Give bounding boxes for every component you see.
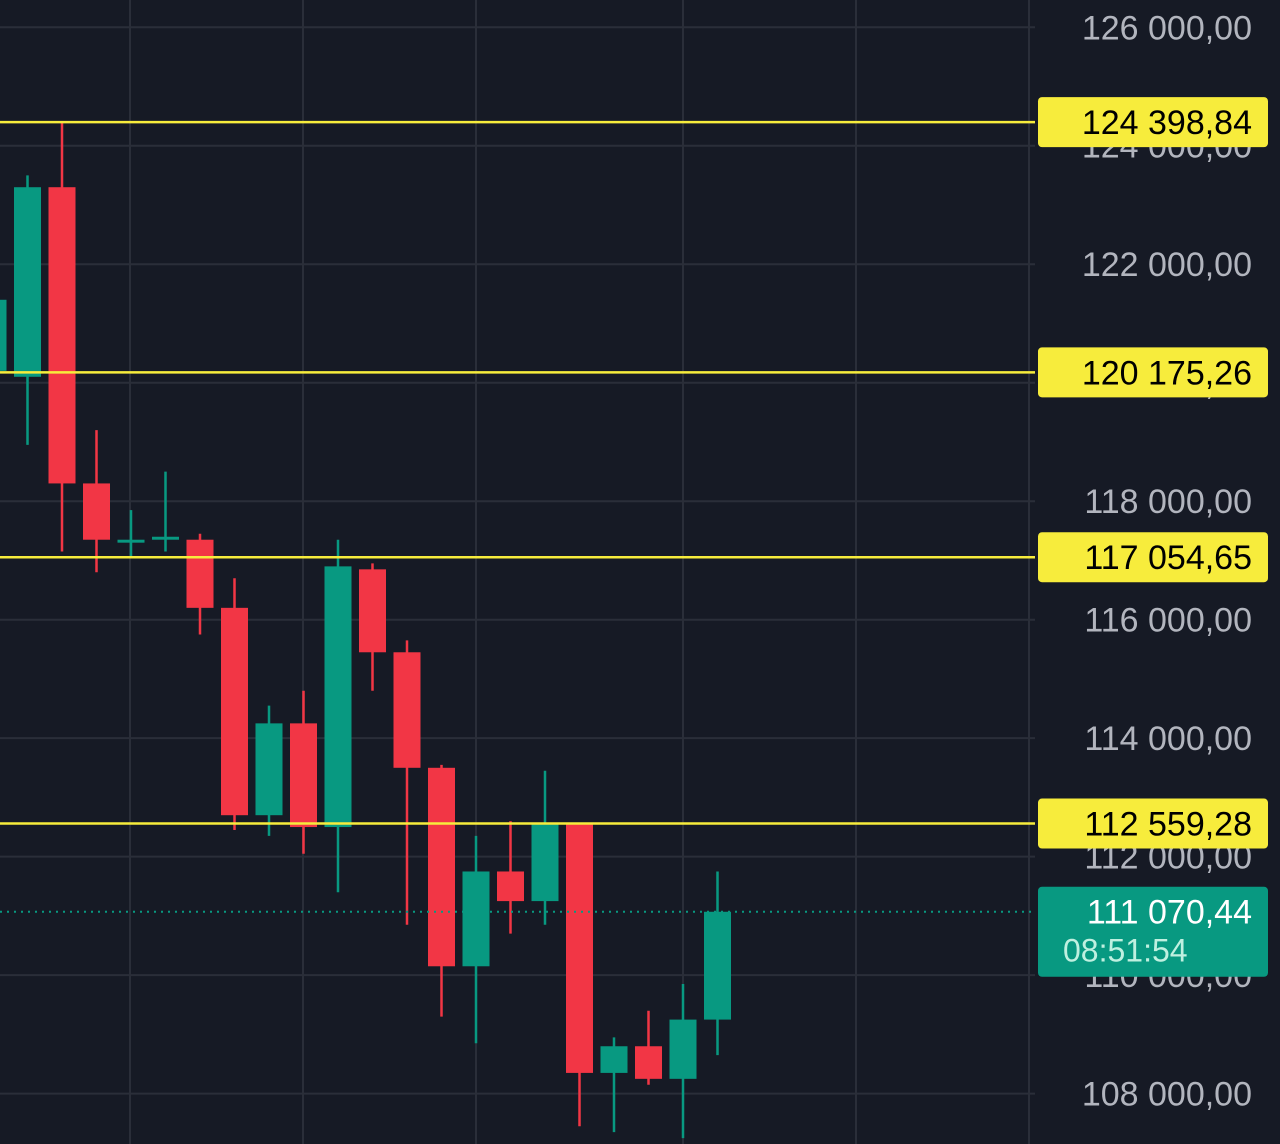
candle-body [704,911,731,1020]
level-label: 120 175,26 [1082,354,1252,392]
horizontal-grid [0,26,1035,1095]
level-badge [1038,798,1268,849]
level-lines: 124 398,84 120 175,26 117 054,65 112 559,28 [0,97,1268,849]
candle-body [462,871,490,967]
candle-down[interactable] [290,690,317,854]
candle-body [324,566,352,828]
candle-down[interactable] [428,764,455,1017]
candle-body [83,483,110,540]
candle-up[interactable] [324,539,352,893]
axis-tick-label: 126 000,00 [1082,9,1252,47]
candle-down[interactable] [186,533,214,635]
level-badge [1038,532,1268,583]
candle-down[interactable] [359,563,386,691]
level-badge [1038,97,1268,148]
candle-body [428,767,455,967]
candle-body [117,539,145,543]
axis-tick-label: 118 000,00 [1084,483,1252,521]
candle-up[interactable] [669,984,697,1139]
candle-up[interactable] [117,510,145,558]
candle-up[interactable] [14,175,41,445]
candle-down[interactable] [393,640,421,925]
price-level[interactable]: 117 054,65 [0,532,1268,583]
current-price-label: 111 070,44 [1087,894,1252,932]
candle-body [186,539,214,608]
price-level[interactable]: 120 175,26 [0,347,1268,398]
candle-down[interactable] [48,122,76,552]
candle-body [152,536,179,540]
price-level[interactable]: 124 398,84 [0,97,1268,148]
candle-body [14,187,41,377]
axis-tick-label: 108 000,00 [1082,1076,1252,1114]
candle-body [566,824,593,1073]
current-price-badge [1038,886,1268,977]
candle-body [497,871,524,902]
candle-up[interactable] [0,299,7,460]
candle-down[interactable] [221,578,248,831]
price-level[interactable]: 112 559,28 [0,798,1268,849]
bar-countdown: 08:51:54 [1063,933,1188,969]
candle-down[interactable] [497,821,524,934]
level-badge [1038,347,1268,398]
candle-body [393,652,421,768]
candle-body [221,607,248,816]
candle-up[interactable] [600,1037,628,1133]
level-label: 117 054,65 [1084,539,1252,577]
candle-body [255,723,283,816]
candle-up[interactable] [255,705,283,836]
candle-body [290,723,317,828]
candle-body [531,824,559,902]
axis-tick-label: 114 000,00 [1084,720,1252,758]
candle-body [635,1046,662,1079]
candle-up[interactable] [531,770,559,925]
candle-body [0,299,7,371]
candle-up[interactable] [704,871,731,1056]
candle-down[interactable] [566,824,593,1127]
axis-tick-label: 116 000,00 [1084,602,1252,640]
candle-body [359,569,386,653]
axis-tick-label: 122 000,00 [1082,246,1252,284]
candle-body [600,1046,628,1073]
candles [0,122,731,1139]
candle-up[interactable] [152,471,179,552]
candle-down[interactable] [635,1010,662,1085]
candle-down[interactable] [83,430,110,573]
level-label: 112 559,28 [1084,806,1252,844]
candle-up[interactable] [462,835,490,1044]
candle-body [669,1019,697,1079]
candle-body [48,187,76,484]
level-label: 124 398,84 [1082,104,1252,142]
vertical-grid [129,0,1030,1144]
